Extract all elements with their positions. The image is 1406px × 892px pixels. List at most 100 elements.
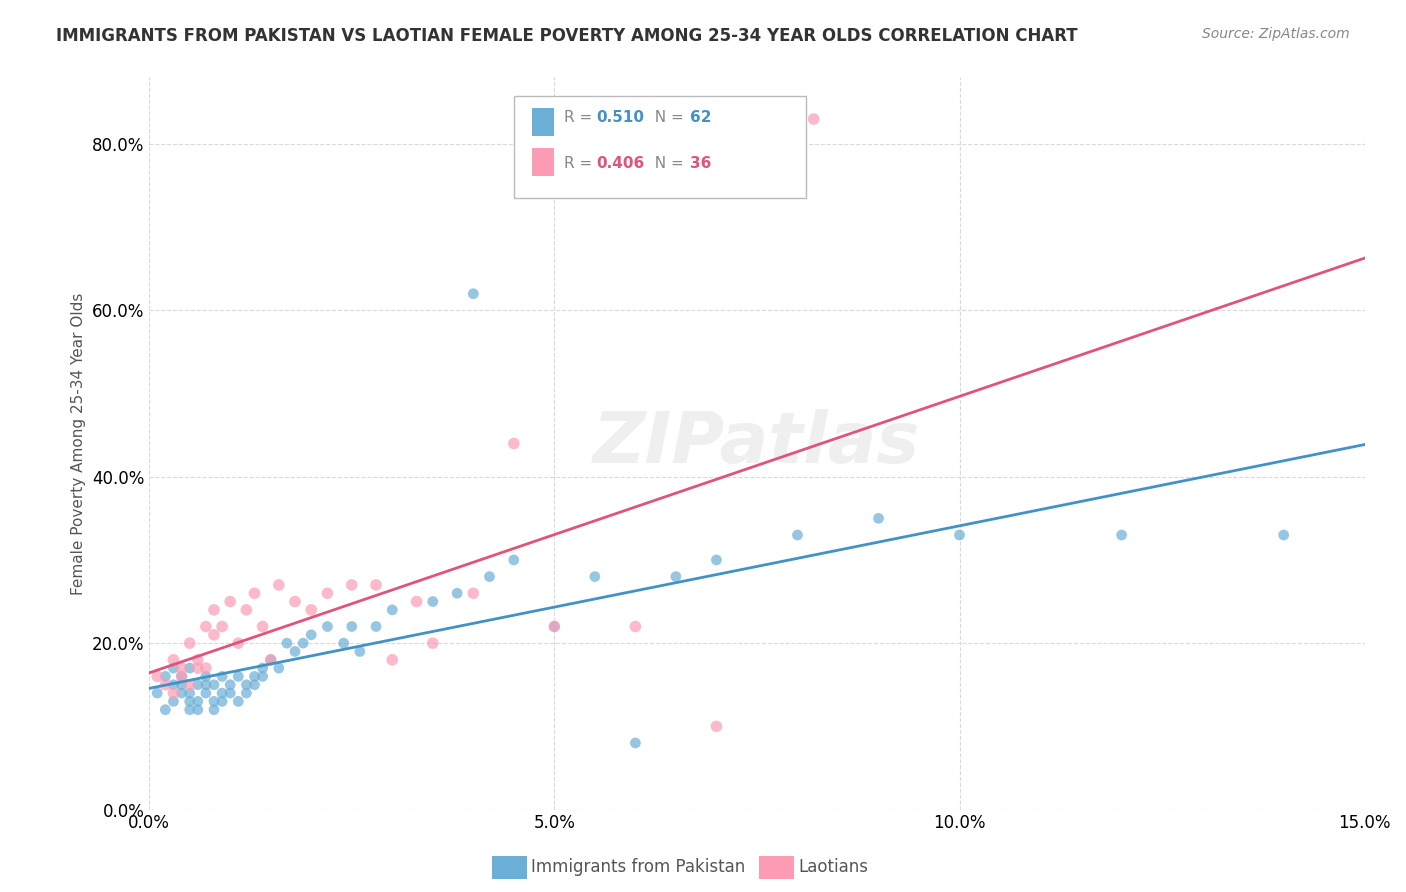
Point: [252, 669, 274, 683]
Point: [155, 669, 177, 683]
Point: [170, 669, 193, 683]
Point: [170, 661, 193, 675]
Point: [624, 619, 647, 633]
Point: [706, 719, 728, 733]
Point: [948, 528, 970, 542]
Point: [292, 636, 315, 650]
Point: [202, 603, 225, 617]
Point: [162, 694, 184, 708]
Point: [1111, 528, 1133, 542]
Point: [219, 678, 242, 692]
Point: [463, 286, 485, 301]
Point: [364, 578, 387, 592]
Point: [211, 694, 233, 708]
Point: [349, 644, 371, 658]
Point: [405, 594, 427, 608]
FancyBboxPatch shape: [531, 148, 554, 177]
Point: [187, 703, 209, 717]
Point: [179, 694, 201, 708]
Point: [235, 678, 257, 692]
Point: [243, 678, 266, 692]
Text: ZIPatlas: ZIPatlas: [593, 409, 921, 478]
Point: [243, 586, 266, 600]
Point: [211, 619, 233, 633]
Point: [502, 436, 524, 450]
Point: [260, 653, 283, 667]
Point: [211, 686, 233, 700]
Point: [187, 661, 209, 675]
Point: [202, 678, 225, 692]
Point: [194, 669, 217, 683]
Text: 36: 36: [690, 156, 711, 171]
Point: [332, 636, 354, 650]
Point: [422, 594, 444, 608]
Text: IMMIGRANTS FROM PAKISTAN VS LAOTIAN FEMALE POVERTY AMONG 25-34 YEAR OLDS CORRELA: IMMIGRANTS FROM PAKISTAN VS LAOTIAN FEMA…: [56, 27, 1078, 45]
Point: [868, 511, 890, 525]
Point: [170, 678, 193, 692]
Point: [235, 686, 257, 700]
Point: [187, 678, 209, 692]
Point: [202, 703, 225, 717]
Point: [252, 619, 274, 633]
Point: [219, 594, 242, 608]
Point: [155, 703, 177, 717]
Point: [155, 678, 177, 692]
Point: [162, 686, 184, 700]
Point: [243, 669, 266, 683]
Point: [340, 578, 363, 592]
Point: [146, 669, 169, 683]
Point: [422, 636, 444, 650]
Point: [267, 578, 290, 592]
Point: [502, 553, 524, 567]
Point: [162, 653, 184, 667]
Point: [179, 678, 201, 692]
Point: [316, 586, 339, 600]
Point: [583, 569, 606, 583]
Point: [381, 603, 404, 617]
Point: [194, 678, 217, 692]
Point: [381, 653, 404, 667]
Point: [803, 112, 825, 126]
Point: [706, 553, 728, 567]
Point: [340, 619, 363, 633]
Point: [194, 661, 217, 675]
Point: [179, 686, 201, 700]
Point: [162, 661, 184, 675]
Point: [146, 686, 169, 700]
Point: [170, 686, 193, 700]
Text: N =: N =: [645, 156, 689, 171]
Point: [187, 694, 209, 708]
Point: [299, 628, 322, 642]
Point: [446, 586, 468, 600]
Point: [284, 594, 307, 608]
Text: N =: N =: [645, 111, 689, 125]
Text: R =: R =: [564, 111, 596, 125]
Point: [276, 636, 298, 650]
Text: Immigrants from Pakistan: Immigrants from Pakistan: [531, 858, 745, 876]
Point: [543, 619, 565, 633]
Point: [219, 686, 242, 700]
Text: Source: ZipAtlas.com: Source: ZipAtlas.com: [1202, 27, 1350, 41]
Point: [624, 736, 647, 750]
Point: [226, 694, 249, 708]
Text: Laotians: Laotians: [799, 858, 869, 876]
Text: 0.510: 0.510: [596, 111, 644, 125]
Point: [478, 569, 501, 583]
Point: [267, 661, 290, 675]
Point: [194, 686, 217, 700]
Point: [260, 653, 283, 667]
Point: [194, 619, 217, 633]
Point: [162, 678, 184, 692]
Point: [463, 586, 485, 600]
Point: [179, 636, 201, 650]
FancyBboxPatch shape: [531, 108, 554, 136]
Point: [226, 636, 249, 650]
FancyBboxPatch shape: [513, 95, 806, 198]
Point: [226, 669, 249, 683]
Point: [543, 619, 565, 633]
Point: [316, 619, 339, 633]
Point: [170, 669, 193, 683]
Point: [211, 669, 233, 683]
Y-axis label: Female Poverty Among 25-34 Year Olds: Female Poverty Among 25-34 Year Olds: [72, 293, 86, 595]
Point: [1272, 528, 1295, 542]
